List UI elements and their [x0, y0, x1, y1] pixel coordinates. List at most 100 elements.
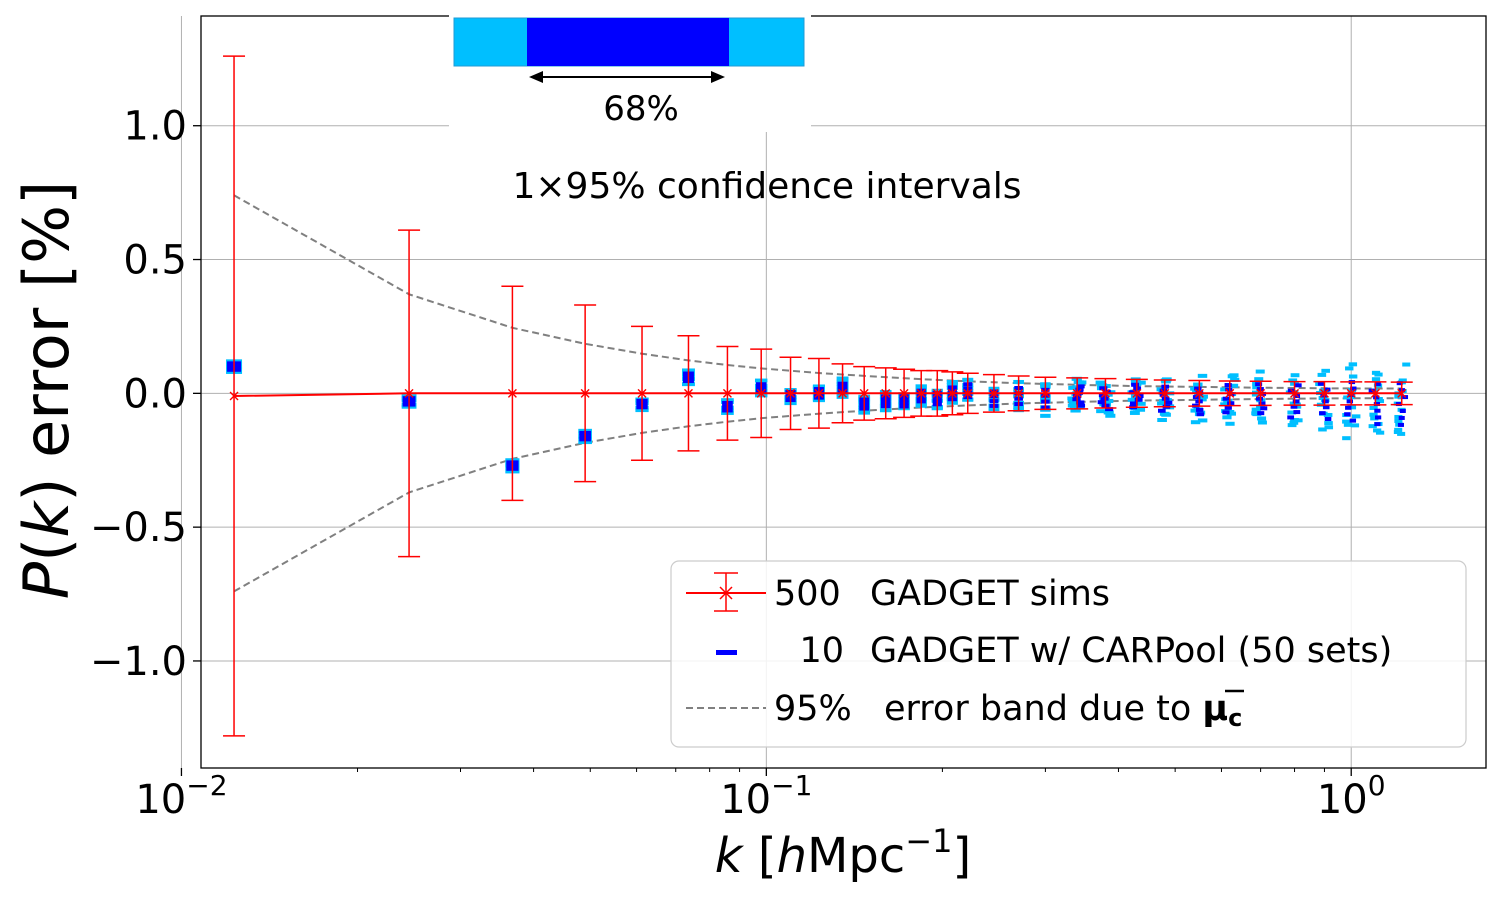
- carpool-marker-95: [1252, 385, 1262, 390]
- sims-marker: [1370, 388, 1380, 398]
- carpool-marker-68: [1292, 399, 1300, 404]
- carpool-marker-68: [1294, 383, 1302, 388]
- carpool-marker-95: [1290, 373, 1300, 378]
- carpool-marker-68: [1076, 400, 1085, 405]
- carpool-marker-95: [1193, 382, 1203, 387]
- carpool-marker-68: [1105, 407, 1114, 412]
- carpool-marker-95: [1230, 377, 1240, 382]
- y-label-k: k: [10, 500, 83, 538]
- carpool-marker-95: [1252, 412, 1262, 417]
- carpool-marker-68: [1349, 418, 1357, 423]
- sims-marker: [507, 388, 517, 398]
- carpool-marker-68: [1374, 381, 1381, 386]
- carpool-marker-68: [1399, 409, 1406, 414]
- carpool-marker-68: [1157, 408, 1166, 413]
- sims-marker: [932, 388, 942, 398]
- error-band: [233, 194, 1402, 593]
- sims-marker: [637, 388, 647, 398]
- carpool-marker-68: [1159, 388, 1168, 393]
- carpool-marker-95: [1371, 377, 1381, 382]
- carpool-marker-95: [1324, 421, 1333, 426]
- legend-band-label: error band due to μc: [884, 689, 1242, 732]
- carpool-marker-68: [1164, 400, 1173, 405]
- carpool-marker-68: [1076, 384, 1085, 389]
- carpool-marker-95: [1374, 372, 1383, 377]
- sims-marker: [963, 388, 973, 398]
- carpool-marker-95: [1394, 427, 1403, 432]
- legend-carpool-marker: [716, 650, 737, 655]
- carpool-marker-95: [1095, 380, 1106, 385]
- carpool-marker-68: [1192, 395, 1201, 400]
- y-tick-label: 0.0: [123, 371, 187, 417]
- carpool-marker-95: [1257, 420, 1267, 425]
- carpool-marker-68: [1373, 402, 1381, 407]
- carpool-marker-68: [1323, 387, 1331, 392]
- carpool-marker-68: [1257, 411, 1265, 416]
- carpool-marker-95: [1287, 423, 1297, 428]
- x-tick-label: 10−1: [720, 769, 812, 823]
- carpool-marker-95: [1197, 418, 1208, 423]
- carpool-marker-68: [1227, 401, 1235, 406]
- inset-arrow-left: [529, 71, 543, 83]
- carpool-marker-68: [1374, 422, 1381, 427]
- carpool-marker-95: [1068, 385, 1079, 390]
- carpool-marker-68: [1099, 386, 1108, 391]
- carpool-marker-68: [1346, 399, 1354, 404]
- carpool-marker-95: [1157, 418, 1167, 423]
- sims-marker: [786, 388, 796, 398]
- legend-carpool-count: 10: [799, 631, 844, 671]
- carpool-marker-68: [1374, 415, 1382, 420]
- carpool-marker-68: [1134, 397, 1143, 402]
- x-label-exp: −1: [905, 822, 952, 860]
- sims-marker: [916, 388, 926, 398]
- legend-sims-count: 500: [774, 574, 841, 614]
- carpool-marker-95: [1369, 405, 1378, 410]
- sims-marker: [683, 388, 693, 398]
- carpool-marker-68: [1398, 415, 1405, 420]
- carpool-marker-95: [1342, 419, 1351, 424]
- carpool-marker-68: [1097, 400, 1106, 405]
- carpool-marker-95: [1394, 419, 1403, 424]
- carpool-marker-95: [1070, 408, 1081, 413]
- y-label-open: (: [10, 538, 83, 562]
- carpool-marker-95: [1257, 416, 1267, 421]
- carpool-marker-68: [1100, 396, 1109, 401]
- carpool-marker-68: [1255, 382, 1263, 387]
- inset-68-bar: [527, 18, 729, 66]
- carpool-marker-68: [1373, 395, 1380, 400]
- carpool-marker-95: [1348, 374, 1358, 379]
- sims-marker: [1225, 388, 1235, 398]
- carpool-marker-95: [1375, 399, 1385, 404]
- carpool-marker-95: [1373, 428, 1382, 433]
- y-label-p: P: [10, 561, 83, 599]
- legend-sims-marker: [719, 586, 733, 600]
- carpool-marker-95: [1161, 412, 1171, 417]
- carpool-marker-68: [1322, 405, 1330, 410]
- carpool-marker-68: [1194, 386, 1202, 391]
- x-axis-ticks: 10−2 10−1 100: [135, 768, 1386, 823]
- y-tick-label: 1.0: [123, 104, 187, 150]
- x-tick-exponent: −1: [771, 769, 812, 802]
- sims-marker: [1194, 388, 1204, 398]
- carpool-marker-95: [1040, 413, 1051, 418]
- legend-band-count: 95%: [774, 689, 852, 729]
- carpool-marker-68: [1224, 383, 1232, 388]
- x-label-unit: Mpc: [807, 828, 905, 884]
- carpool-marker-68: [1317, 381, 1325, 386]
- sims-marker: [899, 388, 909, 398]
- x-label-close: ]: [952, 828, 971, 884]
- carpool-marker-95: [1135, 380, 1146, 385]
- carpool-marker-95: [1347, 405, 1357, 410]
- carpool-marker-95: [1348, 362, 1358, 367]
- carpool-marker-95: [1096, 409, 1107, 414]
- x-tick-label: 100: [1317, 769, 1386, 823]
- x-label-open: [: [743, 828, 777, 884]
- x-label-h: h: [777, 828, 807, 884]
- sims-marker: [1346, 388, 1356, 398]
- carpool-marker-95: [1251, 407, 1261, 412]
- sims-marker: [1256, 388, 1266, 398]
- carpool-marker-95: [1225, 421, 1235, 426]
- x-axis-label: k [hMpc−1]: [715, 822, 971, 884]
- legend-entry-band: 95% error band due to μc: [686, 689, 1244, 732]
- carpool-marker-95: [1068, 400, 1080, 405]
